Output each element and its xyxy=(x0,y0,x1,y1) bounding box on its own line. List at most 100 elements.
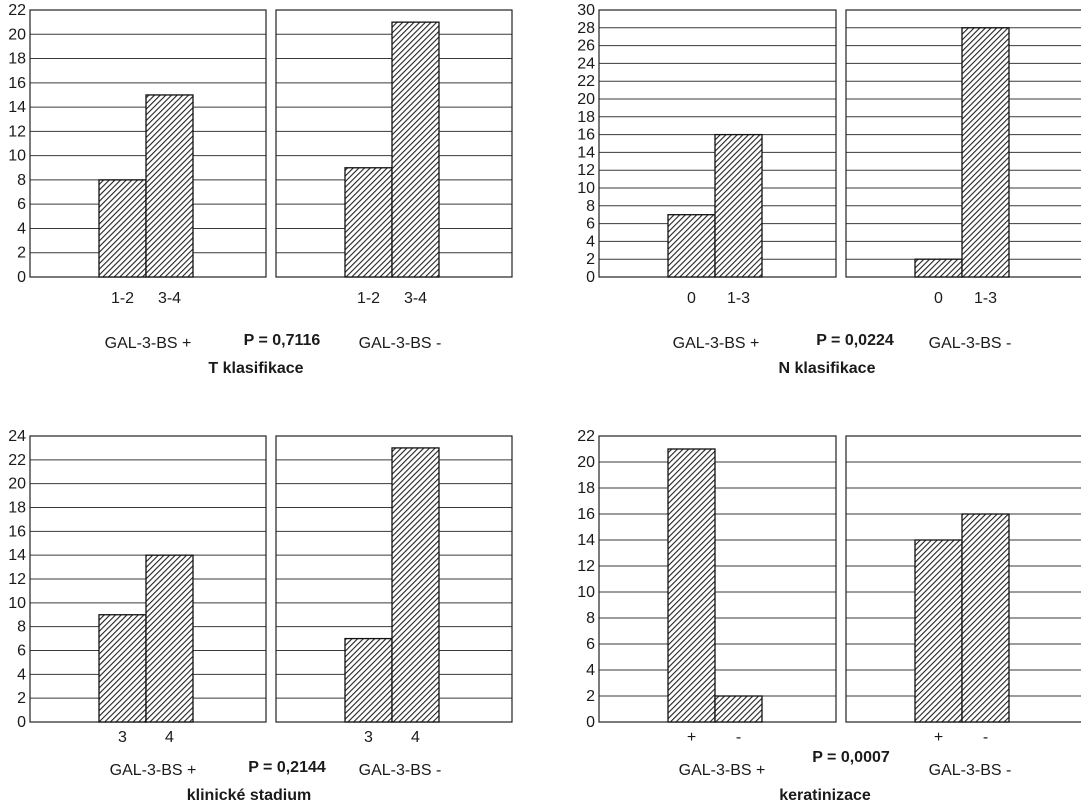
panel-gal3bs-positive: 0 1-3 xyxy=(598,9,837,307)
y-tick-label: 10 xyxy=(8,595,26,612)
x-tick-label: + xyxy=(934,729,943,746)
x-tick-label: 3 xyxy=(364,729,373,746)
bar xyxy=(667,214,716,278)
y-tick-label: 22 xyxy=(577,428,595,445)
y-tick-label: 18 xyxy=(577,109,595,126)
y-tick-label: 14 xyxy=(577,144,595,161)
group-label: GAL-3-BS + xyxy=(679,762,766,779)
y-tick-label: 0 xyxy=(17,269,26,286)
y-tick-label: 4 xyxy=(17,220,26,237)
y-tick-label: 26 xyxy=(577,38,595,55)
x-tick-label: 3-4 xyxy=(158,290,181,307)
y-tick-label: 8 xyxy=(17,172,26,189)
panel-gal3bs-negative: + - xyxy=(845,435,1081,746)
y-tick-label: 14 xyxy=(8,99,26,116)
x-tick-label: 3 xyxy=(118,729,127,746)
p-value: P = 0,2144 xyxy=(248,759,326,776)
y-tick-label: 2 xyxy=(586,688,595,705)
x-tick-label: 0 xyxy=(934,290,943,307)
chart-2: 0 1-3 0 1-3024681012141618202224262830GAL-3… xyxy=(577,2,1081,377)
y-tick-label: 14 xyxy=(577,532,595,549)
x-tick-label: 0 xyxy=(687,290,696,307)
group-label: GAL-3-BS + xyxy=(110,762,197,779)
x-tick-label: - xyxy=(736,729,741,746)
bar xyxy=(145,94,194,278)
y-tick-label: 16 xyxy=(8,75,26,92)
panel-gal3bs-negative: 0 1-3 xyxy=(845,9,1081,307)
y-tick-label: 20 xyxy=(8,476,26,493)
y-tick-label: 2 xyxy=(586,251,595,268)
chart-title: T klasifikace xyxy=(208,360,303,377)
y-tick-label: 22 xyxy=(8,2,26,19)
y-tick-label: 24 xyxy=(8,428,26,445)
bar xyxy=(914,258,963,278)
group-label: GAL-3-BS + xyxy=(673,335,760,352)
y-tick-label: 2 xyxy=(17,690,26,707)
y-tick-label: 4 xyxy=(586,662,595,679)
bar xyxy=(961,513,1010,723)
y-tick-label: 6 xyxy=(586,636,595,653)
panel-gal3bs-positive: 1-2 3-4 xyxy=(29,9,267,307)
bar xyxy=(961,27,1010,278)
y-tick-label: 8 xyxy=(586,198,595,215)
y-tick-label: 16 xyxy=(577,506,595,523)
bar xyxy=(98,614,147,723)
y-tick-label: 6 xyxy=(586,216,595,233)
x-tick-label: 4 xyxy=(411,729,420,746)
y-tick-label: 24 xyxy=(577,55,595,72)
y-tick-label: 12 xyxy=(577,162,595,179)
panel-gal3bs-negative: 1-2 3-4 xyxy=(275,9,513,307)
group-label: GAL-3-BS + xyxy=(105,335,192,352)
y-tick-label: 4 xyxy=(17,666,26,683)
x-tick-label: 4 xyxy=(165,729,174,746)
x-tick-label: 1-3 xyxy=(974,290,997,307)
bar xyxy=(344,167,393,278)
y-tick-label: 14 xyxy=(8,547,26,564)
y-tick-label: 10 xyxy=(577,584,595,601)
bar xyxy=(714,695,763,723)
chart-title: klinické stadium xyxy=(187,787,312,800)
panel-frame xyxy=(598,435,837,723)
y-tick-label: 30 xyxy=(577,2,595,19)
group-label: GAL-3-BS - xyxy=(359,335,442,352)
y-tick-label: 8 xyxy=(17,619,26,636)
bar xyxy=(391,21,440,278)
y-tick-label: 22 xyxy=(577,73,595,90)
y-tick-label: 0 xyxy=(586,714,595,731)
p-value: P = 0,0007 xyxy=(812,749,890,766)
y-tick-label: 16 xyxy=(8,523,26,540)
chart-title: N klasifikace xyxy=(779,360,876,377)
y-tick-label: 2 xyxy=(17,245,26,262)
group-label: GAL-3-BS - xyxy=(359,762,442,779)
panel-gal3bs-positive: + - xyxy=(598,435,837,746)
group-label: GAL-3-BS - xyxy=(929,335,1012,352)
x-tick-label: 1-2 xyxy=(357,290,380,307)
y-tick-label: 0 xyxy=(586,269,595,286)
y-tick-label: 16 xyxy=(577,127,595,144)
p-value: P = 0,0224 xyxy=(816,332,894,349)
chart-title: keratinizace xyxy=(779,787,871,800)
y-tick-label: 0 xyxy=(17,714,26,731)
bar xyxy=(391,447,440,723)
x-tick-label: 1-3 xyxy=(727,290,750,307)
bar xyxy=(98,179,147,278)
y-tick-label: 10 xyxy=(577,180,595,197)
y-tick-label: 12 xyxy=(8,123,26,140)
bar xyxy=(344,637,393,723)
x-tick-label: 1-2 xyxy=(111,290,134,307)
y-tick-label: 4 xyxy=(586,233,595,250)
y-tick-label: 10 xyxy=(8,148,26,165)
y-tick-label: 20 xyxy=(577,454,595,471)
x-tick-label: - xyxy=(983,729,988,746)
y-tick-label: 18 xyxy=(8,51,26,68)
y-tick-label: 6 xyxy=(17,196,26,213)
y-tick-label: 18 xyxy=(577,480,595,497)
y-tick-label: 12 xyxy=(8,571,26,588)
bar xyxy=(667,448,716,723)
